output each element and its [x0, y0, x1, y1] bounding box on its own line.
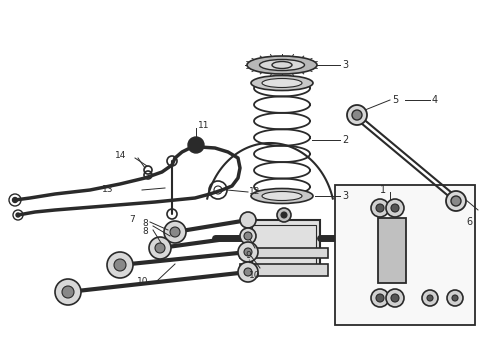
- Text: 4: 4: [432, 95, 438, 105]
- Bar: [335, 185, 475, 325]
- Circle shape: [240, 228, 256, 244]
- Text: 11: 11: [198, 121, 210, 130]
- Circle shape: [376, 294, 384, 302]
- Circle shape: [386, 289, 404, 307]
- Ellipse shape: [251, 189, 313, 203]
- Bar: [378, 218, 406, 283]
- Circle shape: [371, 289, 389, 307]
- Circle shape: [391, 294, 399, 302]
- Text: 7: 7: [129, 216, 135, 225]
- Circle shape: [371, 199, 389, 217]
- Circle shape: [238, 262, 258, 282]
- Text: 3: 3: [342, 191, 348, 201]
- Circle shape: [114, 259, 126, 271]
- Bar: [248, 220, 320, 275]
- Circle shape: [281, 212, 287, 218]
- Circle shape: [188, 137, 204, 153]
- Ellipse shape: [260, 59, 304, 71]
- Circle shape: [391, 204, 399, 212]
- Circle shape: [244, 232, 252, 240]
- Circle shape: [422, 290, 438, 306]
- Circle shape: [164, 221, 186, 243]
- Circle shape: [352, 110, 362, 120]
- Text: 13: 13: [101, 185, 113, 194]
- Circle shape: [244, 268, 252, 276]
- Text: 10: 10: [249, 271, 261, 280]
- Circle shape: [240, 212, 256, 228]
- Circle shape: [155, 243, 165, 253]
- Circle shape: [244, 248, 252, 256]
- Circle shape: [170, 227, 180, 237]
- Circle shape: [62, 286, 74, 298]
- Circle shape: [238, 242, 258, 262]
- Text: 2: 2: [342, 135, 348, 145]
- Circle shape: [427, 295, 433, 301]
- Text: 1: 1: [380, 185, 386, 195]
- Circle shape: [386, 199, 404, 217]
- Circle shape: [446, 191, 466, 211]
- Circle shape: [13, 198, 18, 202]
- Ellipse shape: [247, 56, 317, 74]
- Text: 8: 8: [142, 220, 148, 229]
- Circle shape: [277, 208, 291, 222]
- Ellipse shape: [262, 78, 302, 87]
- Circle shape: [107, 252, 133, 278]
- Circle shape: [16, 213, 20, 217]
- Circle shape: [376, 204, 384, 212]
- Text: 10: 10: [137, 278, 148, 287]
- Circle shape: [149, 237, 171, 259]
- Circle shape: [451, 196, 461, 206]
- Text: 3: 3: [342, 60, 348, 70]
- Bar: [240, 248, 328, 258]
- Text: 5: 5: [392, 95, 398, 105]
- Circle shape: [452, 295, 458, 301]
- Ellipse shape: [251, 76, 313, 90]
- Bar: [252, 225, 316, 271]
- Ellipse shape: [262, 192, 302, 201]
- Bar: [240, 264, 328, 276]
- Circle shape: [447, 290, 463, 306]
- Text: 8: 8: [142, 228, 148, 237]
- Circle shape: [347, 105, 367, 125]
- Text: 12: 12: [249, 188, 260, 197]
- Circle shape: [55, 279, 81, 305]
- Text: 14: 14: [115, 152, 126, 161]
- Text: 6: 6: [466, 217, 472, 227]
- Text: 9: 9: [245, 252, 251, 261]
